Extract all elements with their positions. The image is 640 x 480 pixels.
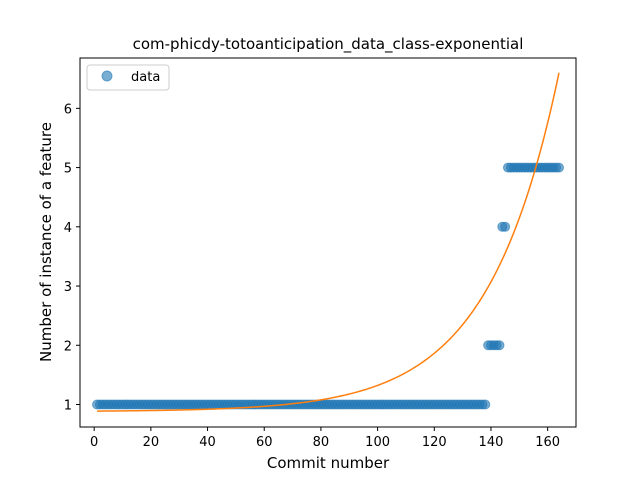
data-point [480, 399, 491, 410]
x-tick-label: 160 [535, 435, 560, 450]
exponential-fit-line [97, 72, 560, 412]
y-tick-label: 3 [64, 280, 72, 295]
axes-frame [79, 57, 577, 428]
x-tick-label: 120 [422, 435, 447, 450]
y-tick-label: 1 [64, 398, 72, 413]
chart-title: com-phicdy-totoanticipation_data_class-e… [133, 35, 524, 54]
x-tick-label: 0 [90, 435, 98, 450]
y-axis-label: Number of instance of a feature [37, 122, 55, 362]
plot-area [92, 72, 564, 412]
x-tick-label: 100 [365, 435, 390, 450]
x-tick-label: 60 [256, 435, 273, 450]
y-tick-label: 5 [64, 162, 72, 177]
legend-marker [101, 70, 113, 82]
data-point [500, 221, 511, 232]
y-tick-label: 2 [64, 339, 72, 354]
data-point [553, 162, 564, 173]
x-tick-label: 140 [479, 435, 504, 450]
legend: data [86, 64, 170, 91]
x-tick-label: 80 [313, 435, 330, 450]
x-tick-label: 20 [143, 435, 160, 450]
legend-label-data: data [131, 70, 160, 85]
x-axis-label: Commit number [267, 454, 390, 472]
x-tick-label: 40 [199, 435, 216, 450]
y-tick-label: 4 [64, 221, 72, 236]
data-point [494, 340, 505, 351]
axis-ticks: 0 20 40 60 80 100 120 140 160 1 2 3 4 5 6 [64, 102, 560, 450]
y-tick-label: 6 [64, 102, 72, 117]
